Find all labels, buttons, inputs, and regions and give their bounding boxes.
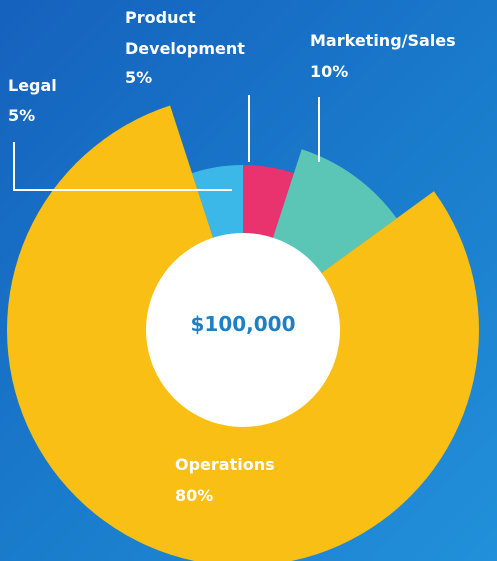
leader-line xyxy=(13,142,232,191)
slice-value-label: 80% xyxy=(175,486,214,505)
slice-name: Product Development xyxy=(125,8,245,58)
slice-name: Operations xyxy=(175,455,275,474)
slice-value-label: 5% xyxy=(125,68,153,87)
donut-hole xyxy=(146,233,340,427)
slice-value-label: 10% xyxy=(310,62,349,81)
slice-value-label: 5% xyxy=(8,106,36,125)
slice-name: Marketing/Sales xyxy=(310,31,456,50)
slice-name: Legal xyxy=(8,76,57,95)
center-label: $100,000 xyxy=(190,312,296,336)
